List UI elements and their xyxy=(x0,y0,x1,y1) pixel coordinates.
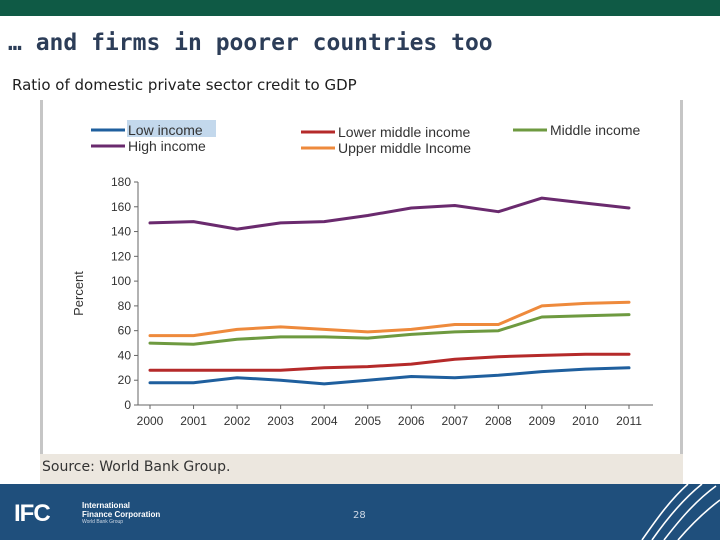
series-line-low-income xyxy=(148,366,631,386)
page-number: 28 xyxy=(353,510,366,521)
y-tick-label: 40 xyxy=(118,348,132,362)
legend-highlight xyxy=(127,120,216,137)
x-tick-label: 2001 xyxy=(180,414,207,428)
y-tick-label: 120 xyxy=(111,249,131,263)
decorative-swoosh-icon xyxy=(641,484,720,540)
x-tick-label: 2005 xyxy=(354,414,381,428)
legend-label-upper-middle-income: Upper middle Income xyxy=(338,140,471,156)
y-tick-label: 0 xyxy=(124,398,131,412)
x-tick-label: 2003 xyxy=(267,414,294,428)
series-line-lower-middle-income xyxy=(148,352,631,372)
y-tick-label: 180 xyxy=(111,175,131,189)
org-name-line1: International xyxy=(82,501,131,510)
series-line-middle-income xyxy=(148,313,631,346)
y-tick-label: 100 xyxy=(111,274,131,288)
org-subtitle: World Bank Group xyxy=(82,519,124,525)
series-line-high-income xyxy=(148,196,631,231)
org-name: International Finance Corporation xyxy=(82,501,160,519)
y-tick-label: 140 xyxy=(111,225,131,239)
x-tick-label: 2010 xyxy=(572,414,599,428)
x-tick-label: 2009 xyxy=(529,414,556,428)
figure-title: Ratio of domestic private sector credit … xyxy=(12,76,357,94)
x-tick-label: 2004 xyxy=(311,414,338,428)
top-bar xyxy=(0,0,720,16)
x-tick-label: 2007 xyxy=(441,414,468,428)
ifc-logo: IFC xyxy=(14,500,51,527)
source-note: Source: World Bank Group. xyxy=(42,459,231,475)
series-line-upper-middle-income xyxy=(148,300,631,338)
legend-label-middle-income: Middle income xyxy=(550,122,640,138)
source-box: Source: World Bank Group. xyxy=(40,454,683,484)
chart-container: 0 20 40 60 80 100 120 140 160 180 2000 2001 2002 2003… xyxy=(40,100,683,454)
x-tick-label: 2000 xyxy=(137,414,164,428)
x-tick-label: 2011 xyxy=(616,414,642,428)
y-tick-label: 160 xyxy=(111,200,131,214)
y-axis-label: Percent xyxy=(71,271,86,316)
legend-label-high-income: High income xyxy=(128,138,206,154)
footer: IFC International Finance Corporation Wo… xyxy=(0,484,720,540)
x-tick-label: 2008 xyxy=(485,414,512,428)
legend-label-lower-middle-income: Lower middle income xyxy=(338,124,470,140)
y-tick-label: 80 xyxy=(118,299,132,313)
line-chart: 0 20 40 60 80 100 120 140 160 180 2000 2001 2002 2003… xyxy=(71,120,653,428)
legend-label-low-income: Low income xyxy=(128,122,203,138)
y-tick-label: 60 xyxy=(118,324,132,338)
org-name-line2: Finance Corporation xyxy=(82,510,161,519)
slide-title: … and firms in poorer countries too xyxy=(8,30,493,56)
x-tick-label: 2002 xyxy=(224,414,251,428)
y-tick-label: 20 xyxy=(118,373,132,387)
x-tick-label: 2006 xyxy=(398,414,425,428)
